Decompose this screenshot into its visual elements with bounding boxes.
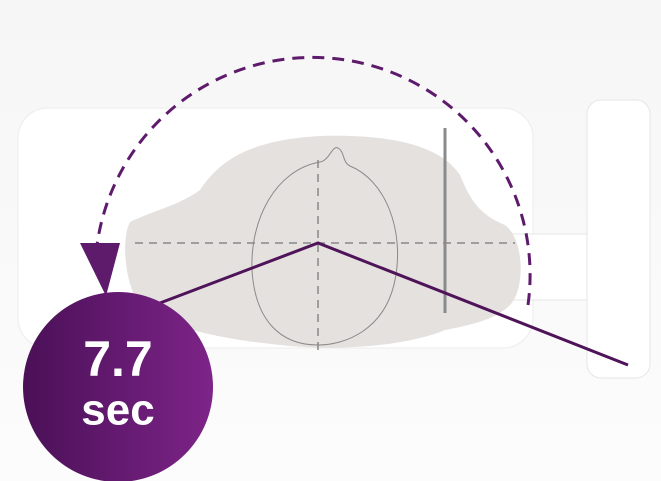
rotation-arc — [95, 55, 532, 306]
badge-unit: sec — [81, 386, 154, 435]
badge-value: 7.7 — [83, 331, 153, 387]
head-outline — [251, 147, 399, 346]
arrowhead — [80, 243, 120, 296]
stand — [586, 99, 651, 379]
badge — [23, 292, 213, 481]
beam — [159, 241, 629, 367]
body — [125, 135, 521, 348]
